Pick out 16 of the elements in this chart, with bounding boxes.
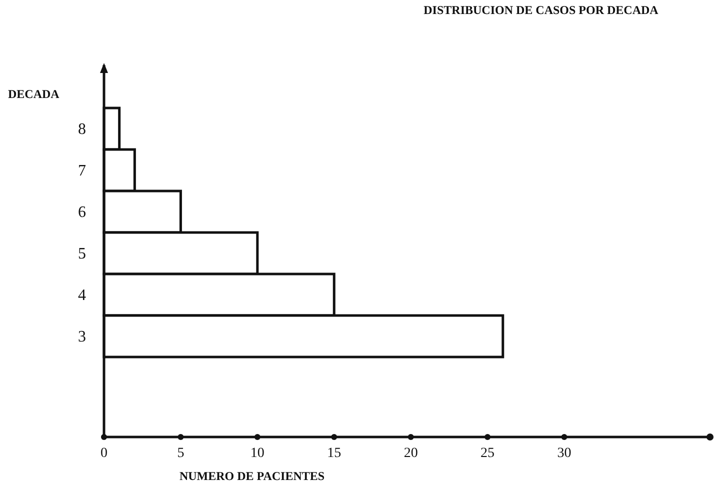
y-tick-label: 5 xyxy=(78,245,86,262)
x-tick-label: 20 xyxy=(404,446,418,461)
x-axis-title: NUMERO DE PACIENTES xyxy=(179,469,325,483)
x-tick-label: 15 xyxy=(327,446,342,461)
x-tick-label: 0 xyxy=(100,446,108,461)
y-tick-label: 8 xyxy=(78,120,86,138)
x-tick-label: 25 xyxy=(480,446,495,461)
x-tick-label: 5 xyxy=(177,446,184,461)
y-tick-label: 6 xyxy=(78,204,86,221)
y-tick-label: 7 xyxy=(78,162,86,180)
x-tick-label: 10 xyxy=(250,446,264,461)
y-tick-label: 3 xyxy=(78,328,86,346)
y-axis-title: DECADA xyxy=(8,87,60,101)
chart-title: DISTRIBUCION DE CASOS POR DECADA xyxy=(424,3,659,17)
x-tick-label: 30 xyxy=(557,446,572,461)
y-tick-label: 4 xyxy=(78,286,86,304)
